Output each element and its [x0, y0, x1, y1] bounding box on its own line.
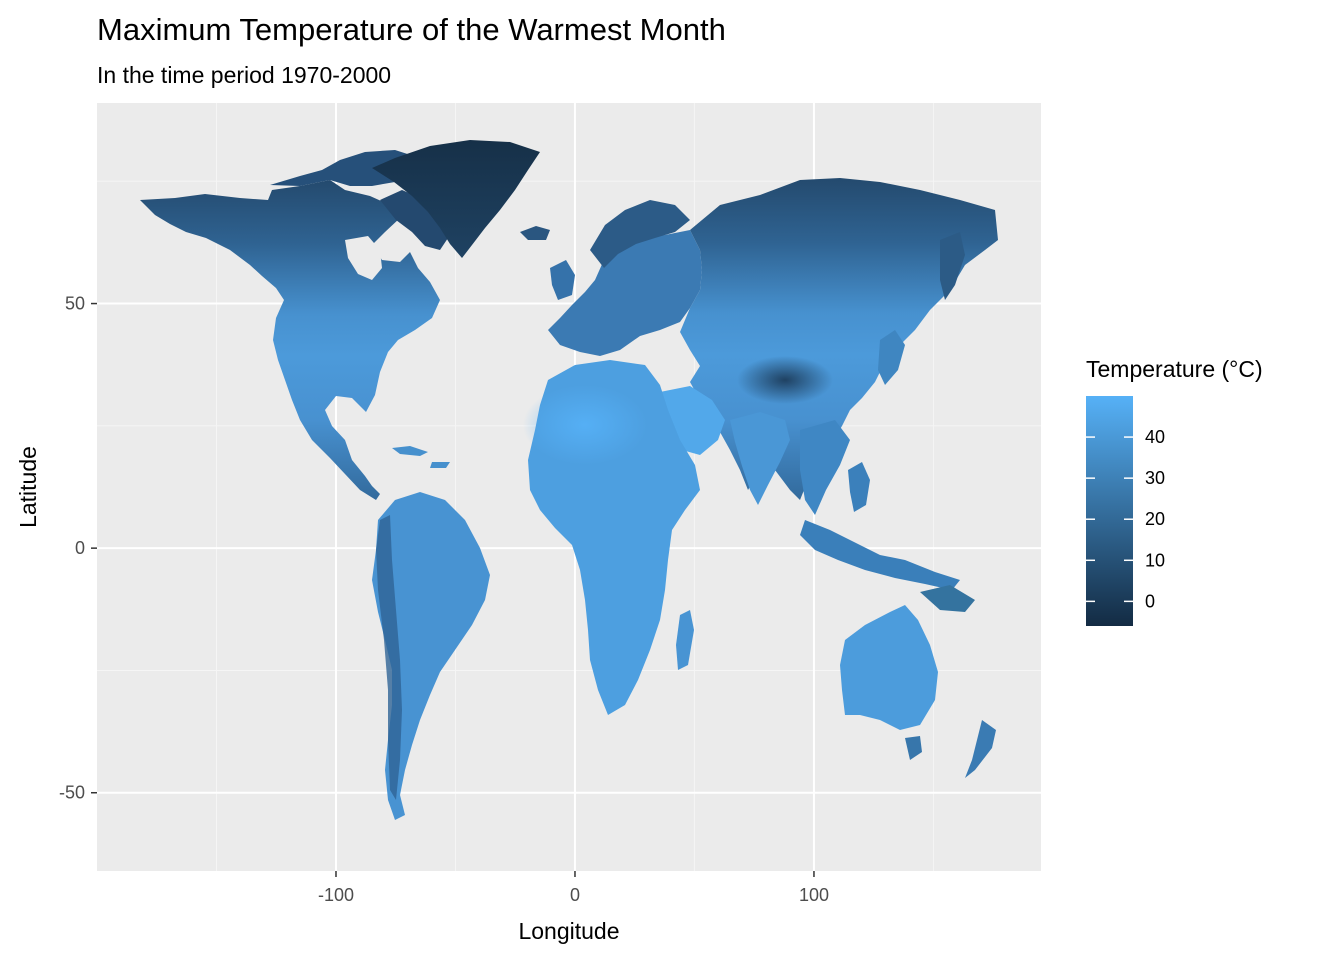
x-axis-title: Longitude: [518, 918, 619, 944]
legend-colorbar: [1086, 396, 1133, 626]
legend-break-label: 0: [1145, 591, 1155, 611]
world-land-raster: [140, 140, 998, 820]
new-zealand: [965, 720, 996, 778]
legend-break-label: 30: [1145, 468, 1165, 488]
greenland-landmass: [372, 140, 540, 258]
x-tick-label: -100: [318, 885, 354, 905]
sahara-hotspot: [523, 385, 647, 465]
japan: [878, 330, 905, 385]
southeast-asia: [800, 420, 850, 515]
legend-ticks: 40 30 20 10 0: [1086, 427, 1165, 611]
chart-title: Maximum Temperature of the Warmest Month: [97, 12, 726, 47]
x-tick-label: 100: [799, 885, 829, 905]
australia-landmass: [840, 605, 938, 730]
philippines: [848, 462, 870, 512]
x-tick-label: 0: [570, 885, 580, 905]
baffin-island: [380, 190, 450, 250]
caribbean-islands: [392, 446, 450, 468]
indian-subcontinent: [730, 412, 790, 505]
y-tick-label: 0: [75, 538, 85, 558]
y-tick-label: 50: [65, 294, 85, 314]
y-axis-ticks: 50 0 -50: [59, 294, 97, 803]
indonesia-islands: [800, 520, 960, 590]
legend-title: Temperature (°C): [1086, 356, 1263, 382]
legend-break-label: 10: [1145, 550, 1165, 570]
tibetan-plateau: [737, 356, 833, 404]
arctic-archipelago: [270, 150, 420, 186]
hudson-bay: [345, 236, 382, 280]
chart-subtitle: In the time period 1970-2000: [97, 62, 391, 88]
south-america-landmass: [372, 492, 490, 820]
iceland: [520, 226, 550, 240]
tasmania: [905, 736, 922, 760]
color-legend: Temperature (°C) 40 30 20 10 0: [1086, 356, 1263, 626]
y-tick-label: -50: [59, 783, 85, 803]
madagascar: [676, 610, 694, 670]
x-axis-ticks: -100 0 100: [318, 871, 829, 905]
scandinavia: [590, 200, 690, 268]
y-axis-title: Latitude: [15, 446, 41, 528]
europe-landmass: [548, 230, 702, 356]
kamchatka: [940, 232, 965, 300]
andes-shading: [376, 515, 402, 800]
legend-break-label: 20: [1145, 509, 1165, 529]
legend-break-label: 40: [1145, 427, 1165, 447]
new-guinea: [920, 585, 975, 612]
british-isles: [550, 260, 575, 300]
